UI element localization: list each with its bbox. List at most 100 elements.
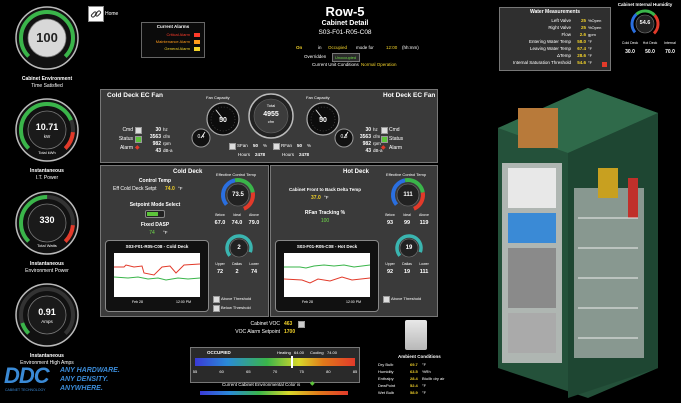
setpoint-mode-toggle-fill bbox=[147, 212, 158, 216]
cold-trend-title: S03-F01-R05-C08 - Cold Deck bbox=[125, 244, 189, 249]
water-row-label: Flow bbox=[561, 32, 571, 37]
home-button[interactable] bbox=[88, 6, 104, 22]
cold-effective-value: 73.5 bbox=[232, 192, 244, 198]
environmental-color-icon: ◆ bbox=[310, 381, 315, 387]
water-row-unit: °F bbox=[588, 39, 593, 44]
left-gauge-title: Instantaneous bbox=[30, 168, 64, 174]
setpoint-mode-toggle[interactable] bbox=[145, 210, 165, 218]
hot-second-dial bbox=[395, 234, 423, 262]
cold-fan-reading-unit: cfm bbox=[163, 134, 171, 139]
cold-second-value: 2 bbox=[237, 245, 241, 251]
voc-alarm-value: 1700 bbox=[284, 329, 296, 335]
cold-trend-x-start: Feb 28 bbox=[132, 300, 143, 304]
cold-trend-x-end: 12:00 PM bbox=[176, 300, 191, 304]
left-gauge-dial bbox=[15, 191, 79, 255]
ambient-row-label: Dry Bulb bbox=[378, 362, 394, 367]
rfan-hours: 2478 bbox=[299, 152, 310, 157]
cold-eff-setpoint-unit: °F bbox=[178, 186, 183, 191]
dial-range-value: 67.0 bbox=[214, 220, 226, 226]
occupancy-tick-label: 60 bbox=[219, 369, 224, 374]
hot-fan-reading-value: 30 bbox=[365, 127, 371, 133]
rfan-tracking-value: 100 bbox=[320, 218, 330, 224]
voc-indicator[interactable] bbox=[298, 321, 305, 328]
home-label[interactable]: Home bbox=[105, 11, 119, 17]
cold-capacity-dial bbox=[206, 102, 240, 136]
dial-range-label: Lower bbox=[419, 262, 429, 266]
hot-trend-panel: S03-F01-R05-C08 - Hot Deck Feb 28 12:00 … bbox=[275, 240, 379, 312]
dial-range-value: 93 bbox=[386, 220, 394, 226]
page-title: Row-5 bbox=[325, 4, 365, 19]
logo-brand: DDC bbox=[4, 363, 50, 388]
ambient-row-value: 52.4 bbox=[410, 383, 418, 388]
hhmm-label: (hh:mm) bbox=[402, 45, 419, 50]
hot-deck-panel: Hot Deck Cabinet Front to Back Delta Tem… bbox=[270, 165, 438, 317]
hot-trend-plot bbox=[283, 253, 371, 297]
left-gauge-inner-label: Total Watts bbox=[37, 243, 57, 248]
cold-below-threshold-checkbox[interactable] bbox=[213, 305, 220, 312]
hot-trend-x-start: Feb 28 bbox=[302, 300, 313, 304]
hot-effective-dial bbox=[391, 178, 425, 212]
ec-fan-panel: Cold Deck EC Fan Hot Deck EC Fan Fan Cap… bbox=[100, 89, 438, 163]
cold-fan-reading-value: 30 bbox=[155, 127, 161, 133]
hot-cmd-checkbox[interactable] bbox=[381, 127, 388, 134]
rfan-checkbox[interactable] bbox=[273, 143, 280, 150]
dial-range-value: 99 bbox=[403, 220, 411, 226]
hot-above-threshold-checkbox[interactable] bbox=[383, 296, 390, 303]
water-row-label: Left Valve bbox=[551, 18, 571, 23]
humidity-value: 54.6 bbox=[639, 20, 651, 26]
cold-small-value: 0.4 bbox=[197, 134, 205, 140]
water-row-unit: gpm bbox=[588, 32, 596, 37]
cold-fan-reading-value: 43 bbox=[155, 148, 161, 154]
heating-value: 64.00 bbox=[294, 350, 305, 355]
occupancy-tick-label: 70 bbox=[272, 369, 278, 374]
cold-cmd-label: Cmd bbox=[122, 127, 133, 133]
water-title: Water Measurements bbox=[529, 9, 581, 15]
in-label: in bbox=[318, 45, 322, 50]
left-gauge-unit: Amps bbox=[41, 319, 53, 324]
cold-deck-title: Cold Deck bbox=[173, 169, 203, 175]
hot-capacity-dial bbox=[306, 102, 340, 136]
water-row-label: Entering Water Temp bbox=[528, 39, 571, 44]
overridden-value-box[interactable]: Unoccupied bbox=[332, 53, 360, 62]
ambient-row-value: 28.4 bbox=[410, 376, 418, 381]
mode-for-value: 12:00 bbox=[386, 45, 398, 50]
rfan-tracking-label: RFan Tracking % bbox=[304, 210, 346, 216]
humidity-col-label: Internal bbox=[664, 41, 676, 45]
dial-range-value: 2 bbox=[235, 269, 239, 275]
heating-label: Heating bbox=[277, 350, 291, 355]
occupancy-status: OCCUPIED bbox=[207, 350, 231, 355]
hot-effective-value: 111 bbox=[403, 192, 413, 198]
hot-trend-x-end: 12:00 PM bbox=[346, 300, 361, 304]
cold-fan-reading-value: 3563 bbox=[149, 134, 161, 140]
left-gauge-value: 10.71 bbox=[35, 122, 59, 132]
hot-fan-reading-value: 43 bbox=[365, 148, 371, 154]
ambient-row-label: Wet Bulb bbox=[378, 390, 395, 395]
dial-range-label: Dallas bbox=[232, 262, 242, 266]
current-alarms-title: Current Alarms bbox=[156, 24, 190, 29]
ambient-row-label: DewPoint bbox=[378, 383, 396, 388]
cabinet-id: S03-F01-R05-C08 bbox=[318, 29, 372, 36]
cold-above-threshold-checkbox[interactable] bbox=[213, 296, 220, 303]
dial-range-label: Upper bbox=[215, 262, 225, 266]
water-row-label: Leaving Water Temp bbox=[529, 46, 571, 51]
hot-alarm-icon: ◆ bbox=[381, 145, 386, 151]
cold-fan-reading-unit: dB-a bbox=[163, 148, 173, 153]
fixed-dasp-unit: °F bbox=[163, 230, 168, 235]
cold-control-temp-label: Control Temp bbox=[138, 178, 172, 184]
cold-alarm-label: Alarm bbox=[119, 145, 133, 151]
occupancy-bar-frame: OCCUPIED Heating 64.00 Cooling 74.00 55 6… bbox=[190, 347, 360, 383]
current-alarms-panel: Current Alarms Critical Alarm Maintenance… bbox=[141, 22, 205, 58]
occupancy-tick-label: 75 bbox=[299, 369, 304, 374]
cold-fan-reading-value: 982 bbox=[152, 141, 161, 147]
cold-eff-setpoint-value: 74.0 bbox=[165, 186, 175, 192]
hot-fan-reading-unit: dB-a bbox=[373, 148, 383, 153]
cold-trend-lines bbox=[113, 263, 201, 281]
hot-fan-reading-unit: hz bbox=[373, 127, 378, 132]
ambient-row-unit: °F bbox=[422, 390, 427, 395]
cold-cmd-checkbox[interactable] bbox=[135, 127, 142, 134]
sfan-checkbox[interactable] bbox=[229, 143, 236, 150]
ambient-row-unit: %Rh bbox=[422, 369, 431, 374]
dial-range-label: Lower bbox=[249, 262, 259, 266]
environmental-color-strip bbox=[200, 391, 348, 395]
dial-range-value: 19 bbox=[403, 269, 411, 275]
